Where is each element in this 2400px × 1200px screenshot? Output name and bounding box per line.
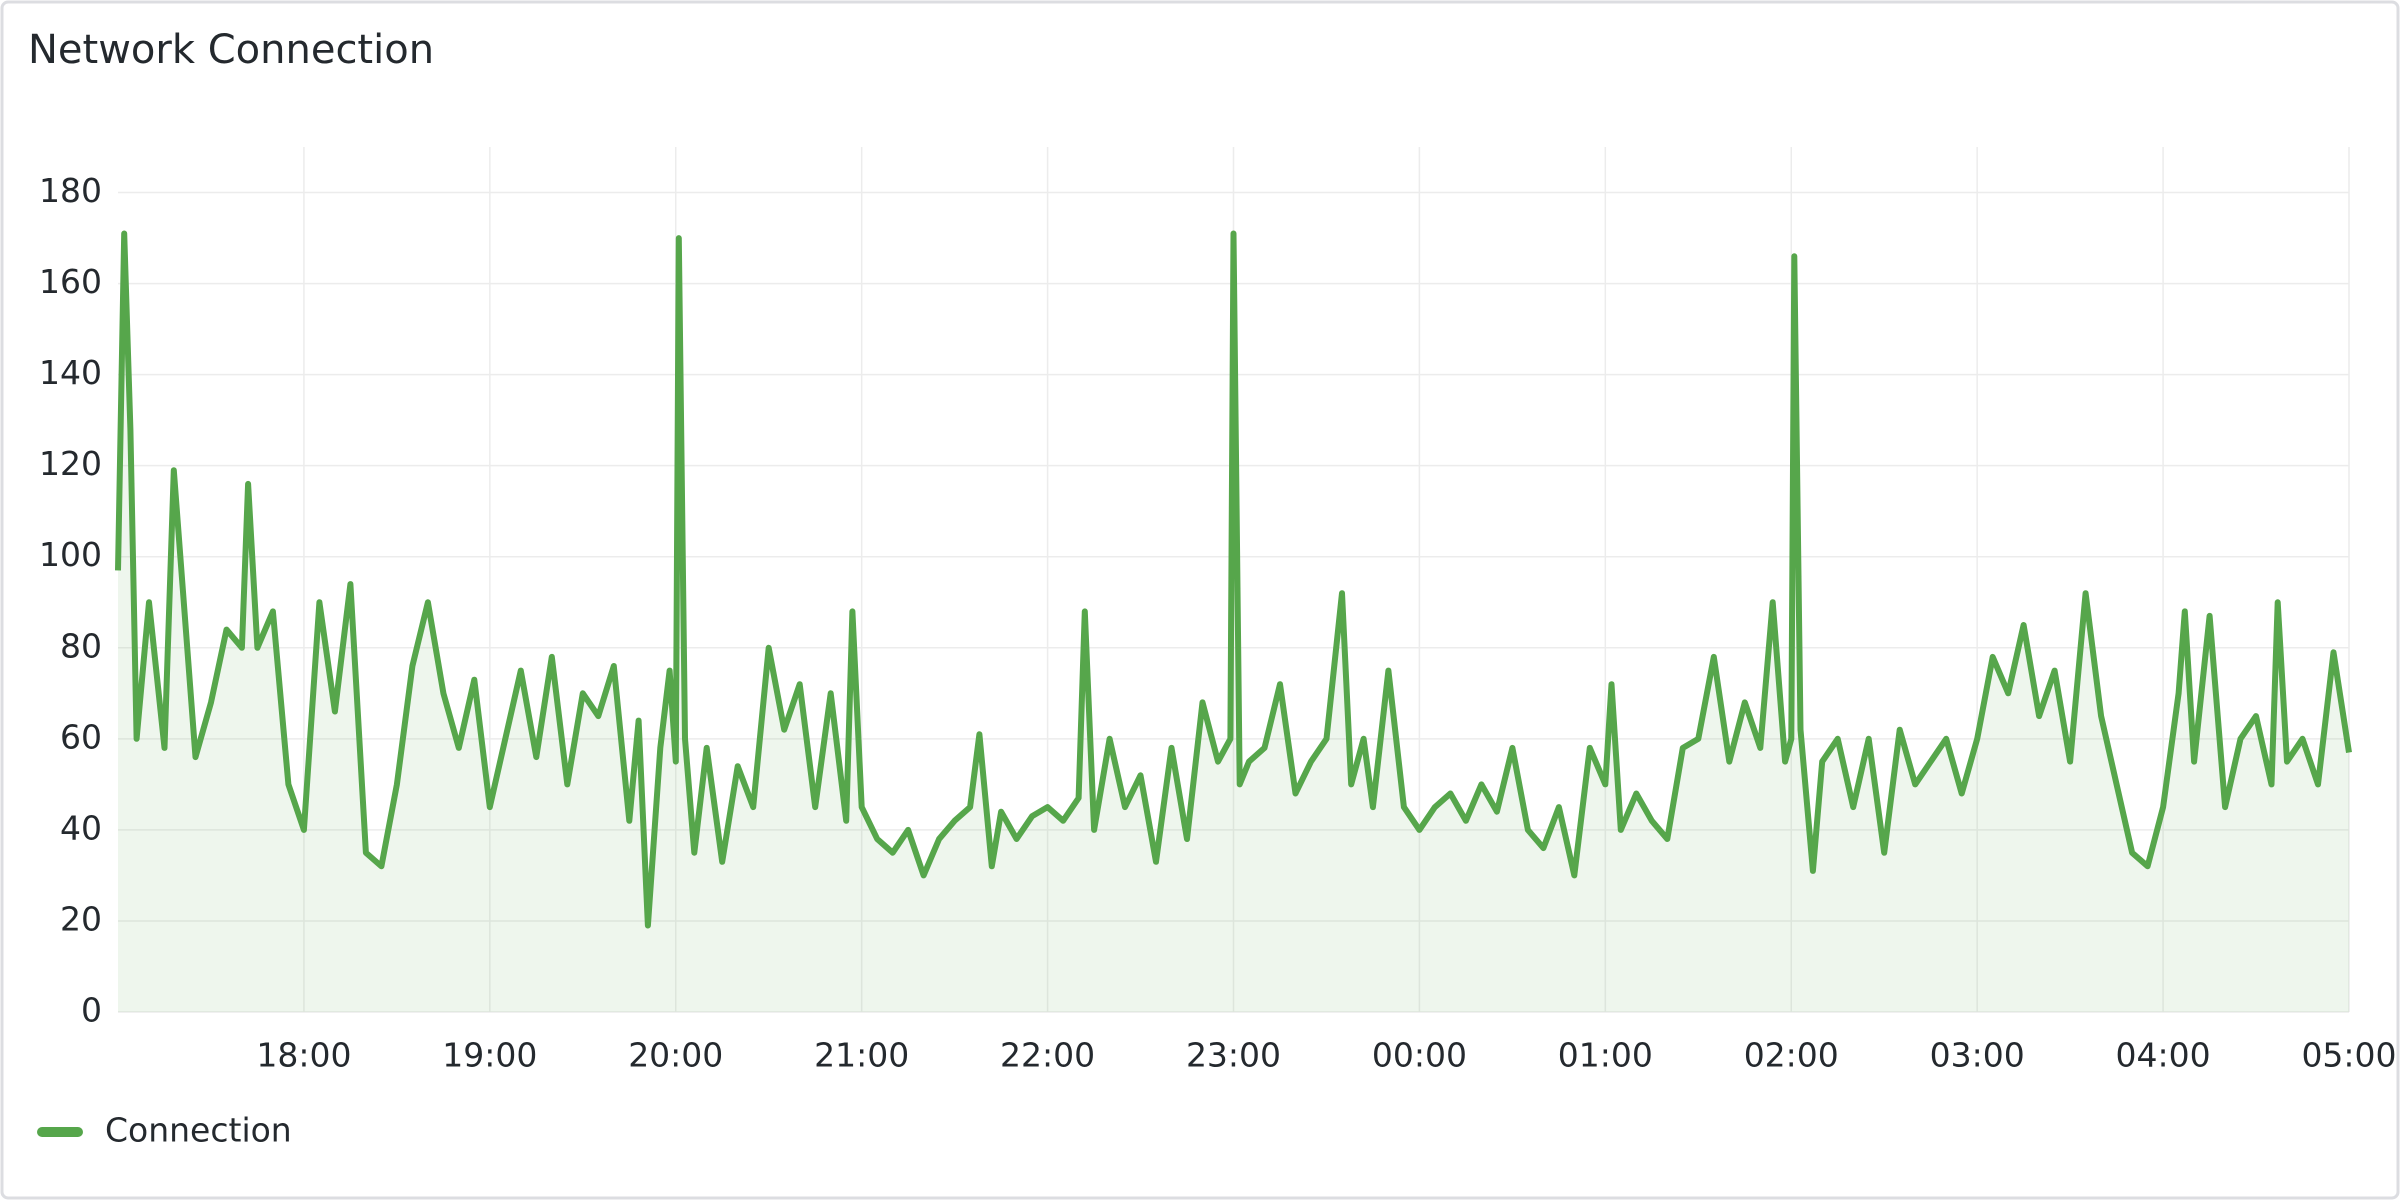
x-tick-label: 19:00 bbox=[442, 1036, 537, 1075]
x-tick-label: 04:00 bbox=[2116, 1036, 2211, 1075]
y-tick-label: 100 bbox=[39, 535, 102, 574]
y-tick-label: 180 bbox=[39, 171, 102, 210]
legend-label[interactable]: Connection bbox=[105, 1111, 292, 1150]
x-tick-label: 23:00 bbox=[1186, 1036, 1281, 1075]
x-tick-label: 22:00 bbox=[1000, 1036, 1095, 1075]
x-tick-label: 00:00 bbox=[1372, 1036, 1467, 1075]
y-tick-label: 160 bbox=[39, 262, 102, 301]
y-tick-label: 140 bbox=[39, 353, 102, 392]
x-tick-label: 05:00 bbox=[2301, 1036, 2396, 1075]
y-tick-label: 40 bbox=[60, 808, 102, 847]
y-tick-label: 120 bbox=[39, 444, 102, 483]
x-tick-label: 01:00 bbox=[1558, 1036, 1653, 1075]
y-tick-label: 80 bbox=[60, 626, 102, 665]
x-tick-label: 03:00 bbox=[1930, 1036, 2025, 1075]
y-tick-label: 20 bbox=[60, 899, 102, 938]
x-tick-label: 21:00 bbox=[814, 1036, 909, 1075]
y-tick-label: 60 bbox=[60, 717, 102, 756]
x-tick-label: 20:00 bbox=[628, 1036, 723, 1075]
y-tick-label: 0 bbox=[81, 991, 102, 1030]
line bbox=[115, 230, 2352, 929]
x-tick-label: 18:00 bbox=[256, 1036, 351, 1075]
panel-title: Network Connection bbox=[28, 27, 434, 73]
x-tick-label: 02:00 bbox=[1744, 1036, 1839, 1075]
